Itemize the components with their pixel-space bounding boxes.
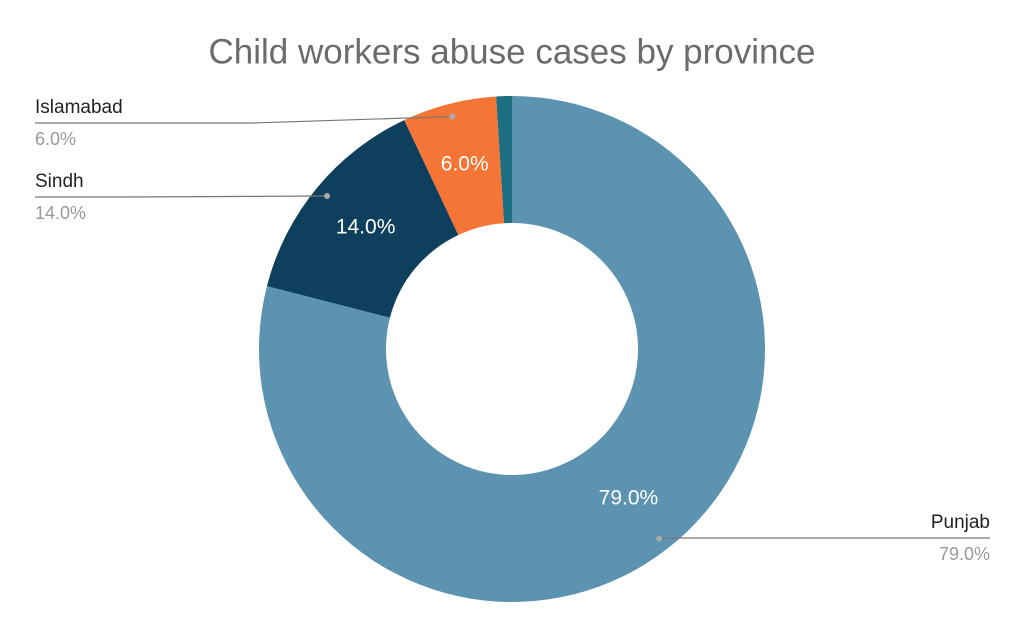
donut-slice xyxy=(404,96,505,235)
slice-label: 79.0% xyxy=(599,487,659,510)
slice-label: 6.0% xyxy=(441,153,489,176)
leader-line xyxy=(659,537,990,540)
legend-label: Punjab xyxy=(931,512,990,533)
leader-line xyxy=(35,195,328,198)
legend-label: Islamabad xyxy=(35,97,123,118)
donut-slice xyxy=(266,120,459,318)
chart-title: Child workers abuse cases by province xyxy=(209,32,816,71)
leader-dot xyxy=(449,113,456,120)
leader-dot xyxy=(656,535,663,542)
leader-dot xyxy=(324,193,331,200)
donut-slice xyxy=(259,96,766,602)
legend-value: 14.0% xyxy=(35,203,86,223)
leader-line xyxy=(35,115,453,124)
slice-label: 14.0% xyxy=(336,215,396,238)
legend-label: Sindh xyxy=(35,171,84,192)
legend-value: 79.0% xyxy=(939,544,990,564)
legend-value: 6.0% xyxy=(35,129,76,149)
donut-slice xyxy=(496,96,512,224)
